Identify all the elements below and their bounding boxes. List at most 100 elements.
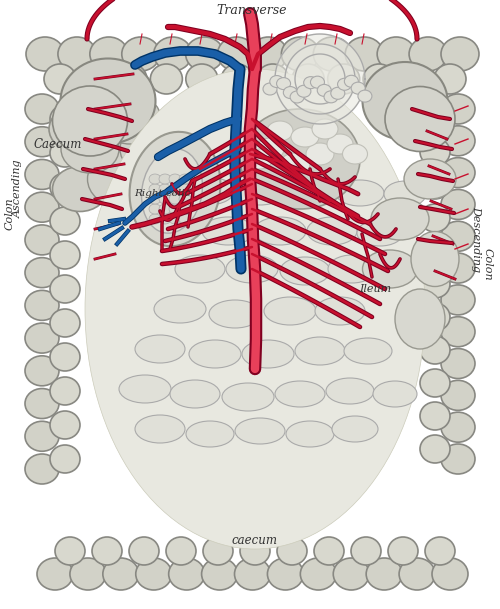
Ellipse shape bbox=[159, 184, 171, 194]
Ellipse shape bbox=[441, 94, 475, 124]
Ellipse shape bbox=[333, 558, 369, 590]
Ellipse shape bbox=[295, 337, 345, 365]
Ellipse shape bbox=[234, 177, 286, 205]
Ellipse shape bbox=[267, 121, 293, 141]
Ellipse shape bbox=[49, 107, 101, 151]
Ellipse shape bbox=[50, 377, 80, 405]
Ellipse shape bbox=[168, 558, 204, 590]
Ellipse shape bbox=[312, 119, 338, 139]
Ellipse shape bbox=[290, 91, 304, 103]
Ellipse shape bbox=[149, 215, 201, 243]
Ellipse shape bbox=[441, 158, 475, 188]
Text: caecum: caecum bbox=[232, 535, 278, 547]
Text: Ascending: Ascending bbox=[13, 160, 23, 218]
Ellipse shape bbox=[99, 94, 161, 144]
Ellipse shape bbox=[182, 177, 234, 205]
Ellipse shape bbox=[44, 64, 76, 94]
Ellipse shape bbox=[179, 174, 191, 184]
Ellipse shape bbox=[291, 127, 319, 147]
Ellipse shape bbox=[409, 37, 447, 71]
Ellipse shape bbox=[61, 125, 119, 173]
Ellipse shape bbox=[25, 94, 59, 124]
Ellipse shape bbox=[25, 290, 59, 320]
Ellipse shape bbox=[425, 537, 455, 565]
Ellipse shape bbox=[25, 454, 59, 484]
Ellipse shape bbox=[404, 159, 456, 199]
Ellipse shape bbox=[441, 348, 475, 379]
Ellipse shape bbox=[66, 125, 124, 173]
Ellipse shape bbox=[25, 389, 59, 418]
Ellipse shape bbox=[328, 64, 360, 94]
Ellipse shape bbox=[226, 255, 278, 283]
Ellipse shape bbox=[135, 335, 185, 363]
Ellipse shape bbox=[268, 558, 304, 590]
Polygon shape bbox=[285, 44, 355, 114]
Ellipse shape bbox=[420, 336, 450, 364]
Ellipse shape bbox=[328, 255, 376, 283]
Ellipse shape bbox=[441, 444, 475, 474]
Ellipse shape bbox=[411, 231, 459, 286]
Ellipse shape bbox=[169, 214, 181, 224]
Ellipse shape bbox=[25, 258, 59, 287]
Ellipse shape bbox=[175, 255, 225, 283]
Ellipse shape bbox=[342, 144, 367, 164]
Ellipse shape bbox=[25, 421, 59, 451]
Ellipse shape bbox=[159, 214, 171, 224]
Ellipse shape bbox=[441, 381, 475, 410]
Ellipse shape bbox=[103, 558, 139, 590]
Ellipse shape bbox=[25, 192, 59, 222]
Ellipse shape bbox=[248, 149, 272, 169]
Ellipse shape bbox=[420, 171, 450, 199]
Ellipse shape bbox=[50, 275, 80, 303]
Ellipse shape bbox=[235, 418, 285, 444]
Ellipse shape bbox=[254, 217, 306, 245]
Ellipse shape bbox=[58, 37, 96, 71]
Ellipse shape bbox=[331, 87, 345, 99]
Ellipse shape bbox=[310, 76, 324, 88]
Ellipse shape bbox=[344, 76, 358, 87]
Text: Descending: Descending bbox=[471, 206, 481, 272]
Ellipse shape bbox=[326, 378, 374, 404]
Polygon shape bbox=[295, 54, 345, 104]
Ellipse shape bbox=[420, 369, 450, 397]
Text: Caecum: Caecum bbox=[34, 138, 82, 150]
Ellipse shape bbox=[50, 173, 80, 201]
Polygon shape bbox=[275, 34, 365, 124]
Ellipse shape bbox=[209, 300, 261, 328]
Ellipse shape bbox=[351, 537, 381, 565]
Ellipse shape bbox=[186, 64, 218, 94]
Ellipse shape bbox=[240, 109, 360, 209]
Ellipse shape bbox=[234, 558, 270, 590]
Ellipse shape bbox=[50, 445, 80, 473]
Ellipse shape bbox=[357, 220, 403, 246]
Ellipse shape bbox=[37, 558, 73, 590]
Ellipse shape bbox=[256, 64, 288, 94]
Ellipse shape bbox=[50, 411, 80, 439]
Ellipse shape bbox=[373, 381, 417, 407]
Ellipse shape bbox=[366, 558, 402, 590]
Ellipse shape bbox=[327, 134, 353, 154]
Ellipse shape bbox=[441, 221, 475, 252]
Ellipse shape bbox=[420, 138, 450, 166]
Ellipse shape bbox=[149, 214, 161, 224]
Ellipse shape bbox=[420, 303, 450, 331]
Ellipse shape bbox=[307, 217, 357, 245]
Ellipse shape bbox=[122, 37, 160, 71]
Ellipse shape bbox=[202, 558, 237, 590]
Ellipse shape bbox=[362, 62, 448, 140]
Ellipse shape bbox=[420, 204, 450, 232]
Ellipse shape bbox=[240, 537, 270, 565]
Ellipse shape bbox=[50, 343, 80, 371]
Ellipse shape bbox=[169, 174, 181, 184]
Ellipse shape bbox=[90, 37, 128, 71]
Ellipse shape bbox=[179, 204, 191, 214]
Ellipse shape bbox=[314, 537, 344, 565]
Ellipse shape bbox=[78, 96, 132, 142]
Ellipse shape bbox=[50, 309, 80, 337]
Ellipse shape bbox=[276, 77, 290, 90]
Ellipse shape bbox=[297, 85, 311, 97]
Ellipse shape bbox=[384, 181, 426, 207]
Ellipse shape bbox=[203, 537, 233, 565]
Ellipse shape bbox=[287, 177, 337, 205]
Ellipse shape bbox=[441, 126, 475, 156]
